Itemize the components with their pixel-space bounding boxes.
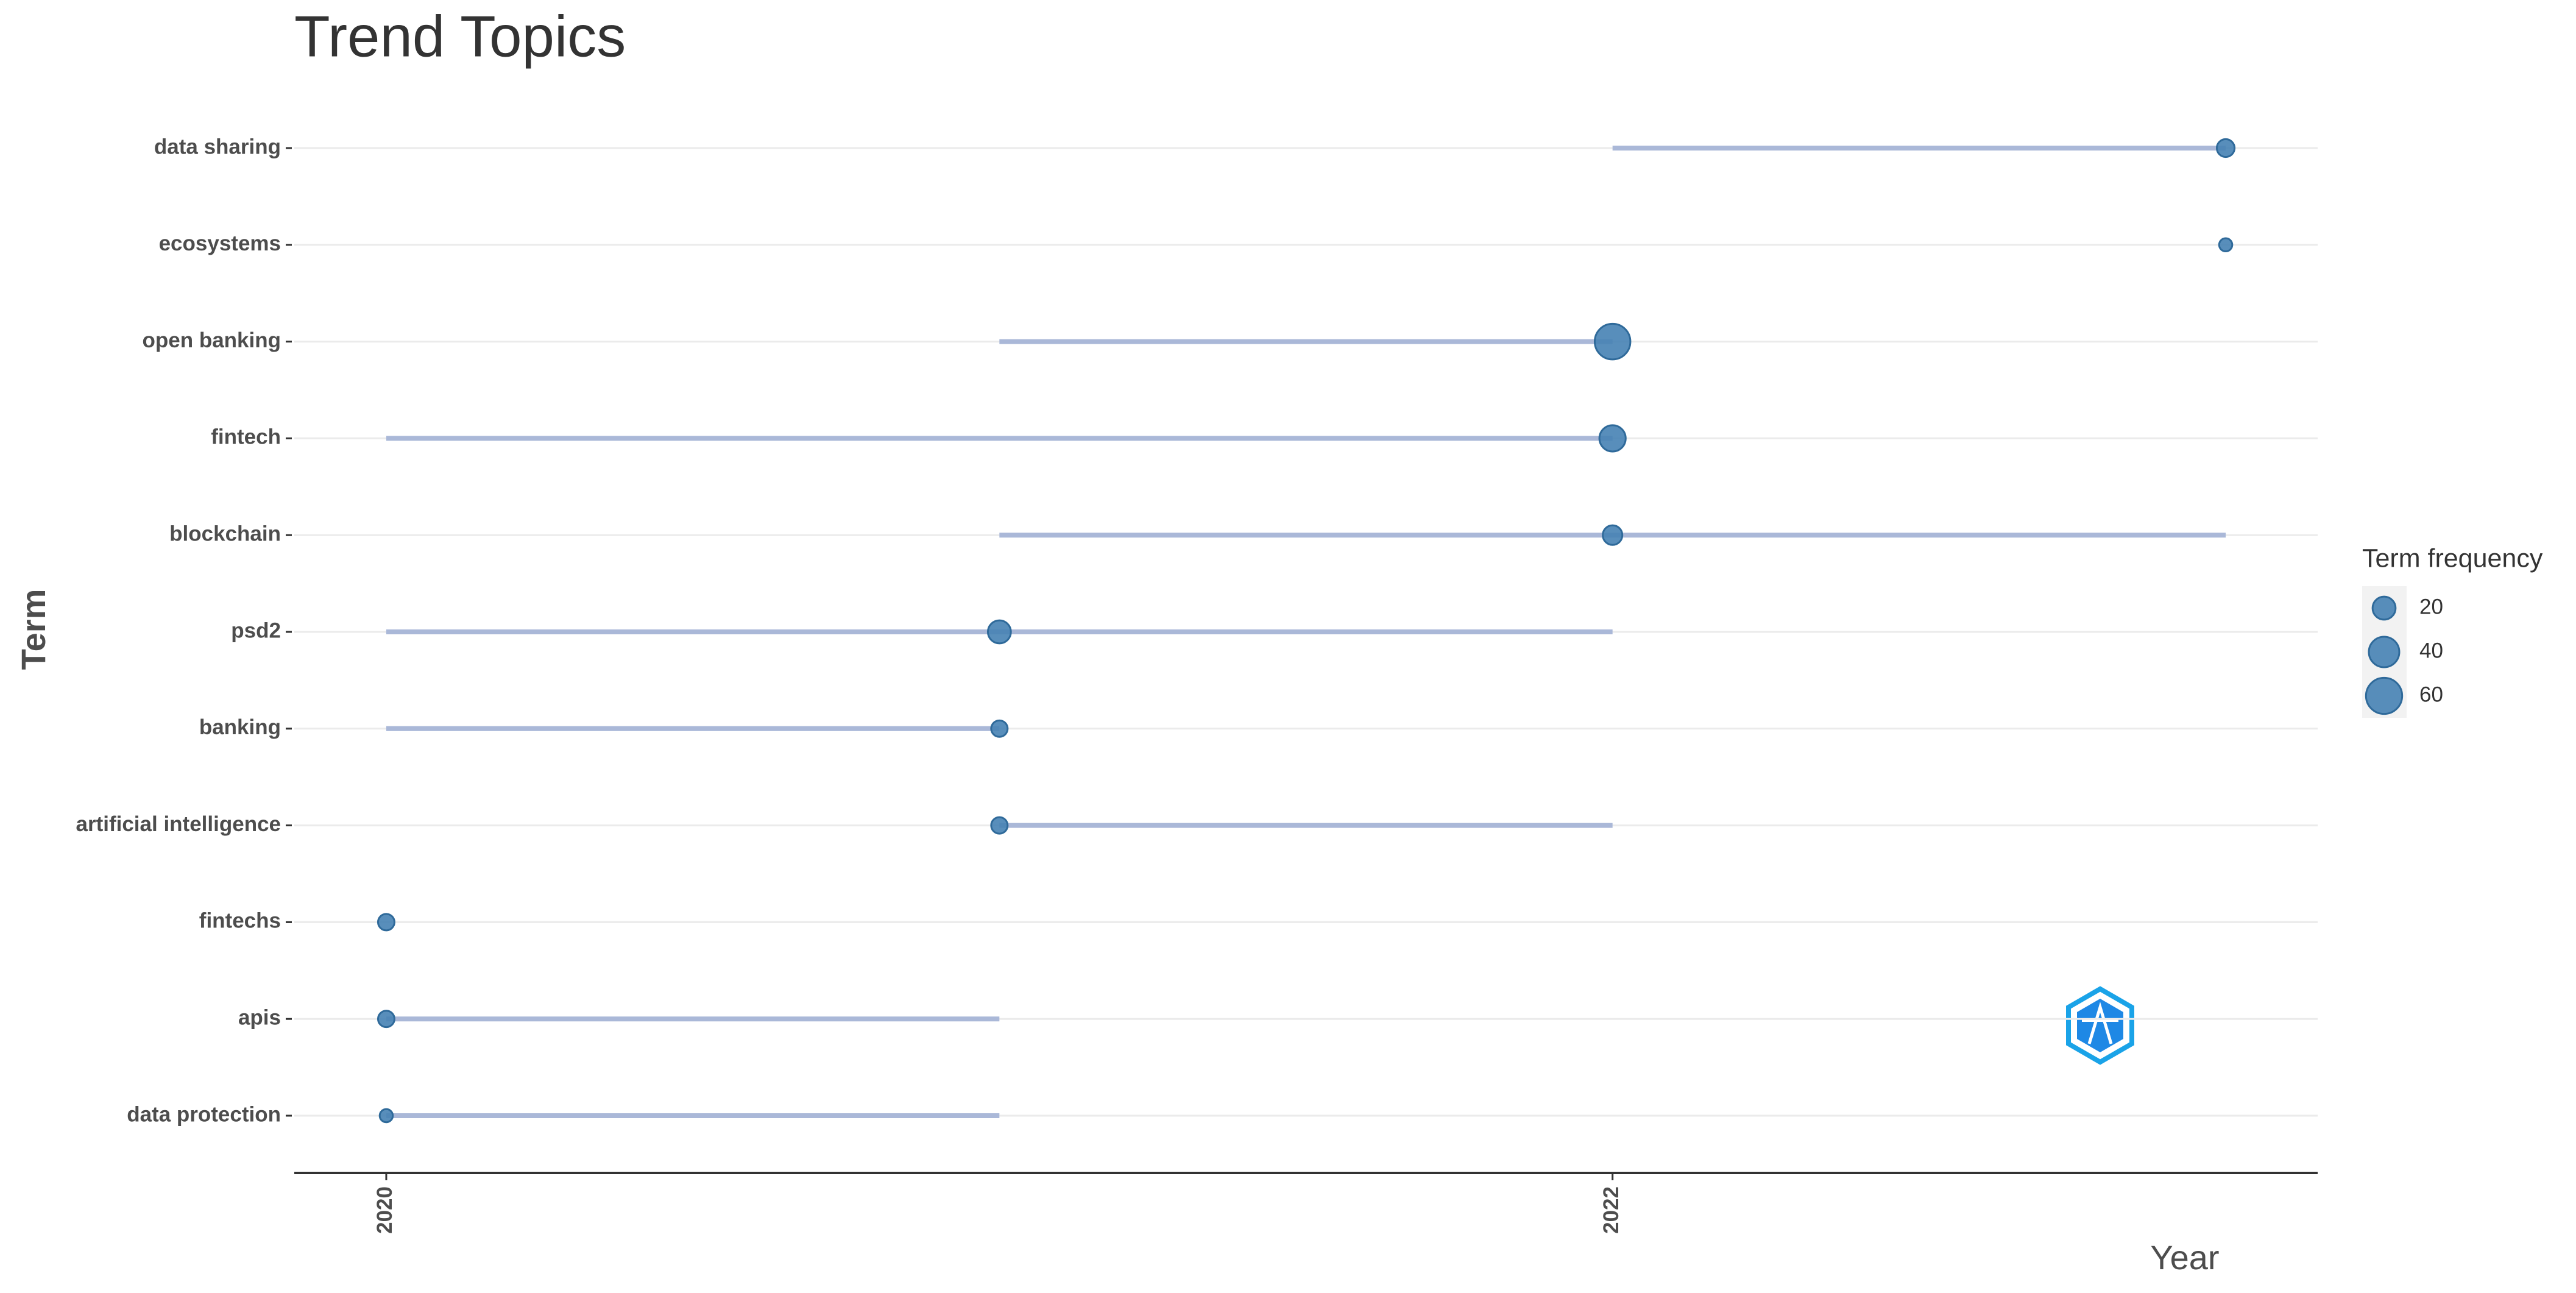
median-point <box>986 619 1012 645</box>
x-tick-label: 2020 <box>373 1186 397 1234</box>
legend-key <box>2368 636 2401 668</box>
y-tick-label: data sharing <box>154 135 281 158</box>
legend-key <box>2365 676 2404 715</box>
median-point <box>990 719 1009 738</box>
median-point <box>377 1010 395 1029</box>
median-point <box>1593 322 1632 361</box>
logo <box>2066 986 2134 1065</box>
legend-label: 60 <box>2419 682 2443 706</box>
y-tick-label: psd2 <box>231 618 281 642</box>
x-axis-title: Year <box>2150 1238 2219 1277</box>
y-tick-label: blockchain <box>169 522 281 545</box>
median-point <box>990 816 1009 835</box>
median-point <box>1602 524 1624 546</box>
y-tick-label: open banking <box>143 328 281 352</box>
y-tick-label: data protection <box>127 1102 281 1126</box>
y-tick-label: banking <box>199 715 281 739</box>
y-tick-label: apis <box>238 1005 281 1029</box>
y-tick-label: ecosystems <box>159 232 281 255</box>
y-tick-label: fintechs <box>199 909 281 933</box>
legend-title: Term frequency <box>2362 544 2543 573</box>
chart-title: Trend Topics <box>294 4 626 69</box>
legend-label: 20 <box>2419 595 2443 618</box>
median-point <box>2215 138 2236 158</box>
y-axis-title: Term <box>14 589 52 670</box>
legend-key <box>2371 595 2397 621</box>
median-point <box>1598 424 1627 453</box>
median-point <box>378 1108 394 1124</box>
median-point <box>2218 237 2234 253</box>
y-tick-label: artificial intelligence <box>76 812 281 836</box>
legend-label: 40 <box>2419 639 2443 662</box>
median-point <box>377 913 395 932</box>
x-tick-label: 2022 <box>1599 1186 1623 1234</box>
y-tick-label: fintech <box>211 425 281 449</box>
